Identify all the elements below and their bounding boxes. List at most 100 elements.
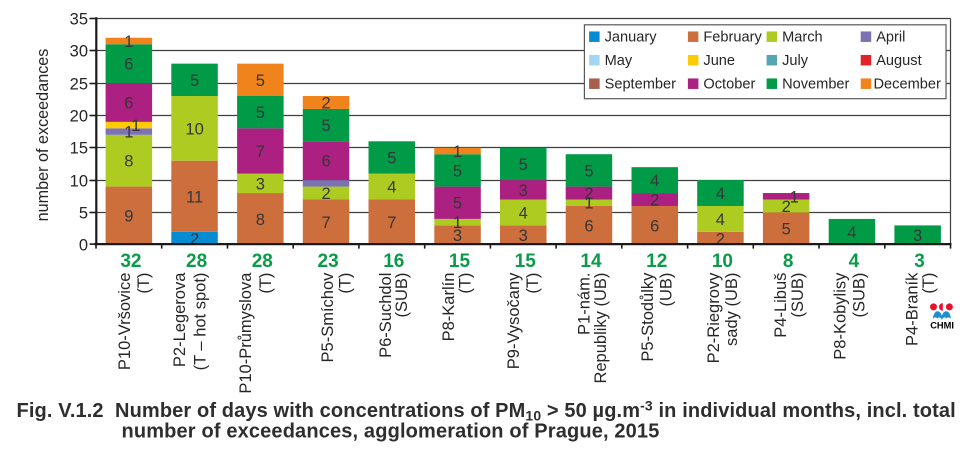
svg-text:2: 2 <box>322 95 331 113</box>
svg-text:(T): (T) <box>135 273 153 294</box>
svg-text:6: 6 <box>124 95 133 113</box>
svg-text:14: 14 <box>580 251 602 272</box>
svg-text:P8-Kobylisy: P8-Kobylisy <box>832 272 850 360</box>
svg-text:5: 5 <box>387 150 396 168</box>
svg-text:(T): (T) <box>336 273 354 294</box>
svg-text:2: 2 <box>322 185 331 203</box>
svg-text:P5-Smíchov: P5-Smíchov <box>319 272 337 363</box>
svg-text:(SUB): (SUB) <box>850 273 868 318</box>
svg-text:6: 6 <box>650 217 659 235</box>
svg-text:2: 2 <box>650 192 659 210</box>
svg-text:Fig. V.1.2 Number of days wit: Fig. V.1.2 Number of days with concentra… <box>17 398 956 424</box>
svg-text:4: 4 <box>849 251 860 272</box>
svg-text:1: 1 <box>453 214 462 232</box>
svg-text:7: 7 <box>256 143 265 161</box>
svg-text:(T – hot spot): (T – hot spot) <box>192 273 210 371</box>
svg-text:10: 10 <box>70 172 88 190</box>
svg-text:1: 1 <box>584 195 593 213</box>
svg-text:20: 20 <box>70 107 88 125</box>
svg-text:(T): (T) <box>257 273 275 294</box>
svg-text:3: 3 <box>453 227 462 245</box>
svg-text:3: 3 <box>913 227 922 245</box>
svg-text:April: April <box>876 30 905 46</box>
svg-text:number of exceedances, agglome: number of exceedances, agglomeration of … <box>122 421 660 443</box>
svg-text:P9-Vysočany: P9-Vysočany <box>505 272 523 369</box>
svg-text:35: 35 <box>70 10 88 28</box>
svg-text:3: 3 <box>519 227 528 245</box>
svg-text:CHMI: CHMI <box>930 320 954 330</box>
svg-text:3: 3 <box>914 251 925 272</box>
svg-text:P2-Riegrovy: P2-Riegrovy <box>705 272 723 364</box>
svg-text:28: 28 <box>252 251 273 272</box>
svg-text:1: 1 <box>124 33 133 51</box>
svg-text:5: 5 <box>782 221 791 239</box>
svg-text:8: 8 <box>783 251 794 272</box>
svg-text:1: 1 <box>124 124 133 142</box>
svg-text:P10-Průmyslova: P10-Průmyslova <box>237 272 255 394</box>
svg-text:2: 2 <box>782 198 791 216</box>
svg-text:5: 5 <box>256 104 265 122</box>
svg-text:1: 1 <box>131 117 140 135</box>
svg-text:Republiky (UB): Republiky (UB) <box>592 273 610 384</box>
svg-text:1: 1 <box>453 143 462 161</box>
svg-text:5: 5 <box>79 204 88 222</box>
svg-text:P8-Karlín: P8-Karlín <box>440 273 458 342</box>
svg-text:5: 5 <box>190 72 199 90</box>
svg-text:December: December <box>874 77 941 93</box>
svg-text:30: 30 <box>70 42 88 60</box>
svg-text:15: 15 <box>449 251 471 272</box>
svg-text:P4-Libuš: P4-Libuš <box>772 273 790 338</box>
svg-text:2: 2 <box>584 185 593 203</box>
svg-text:8: 8 <box>256 211 265 229</box>
svg-text:5: 5 <box>256 72 265 90</box>
svg-text:6: 6 <box>124 56 133 74</box>
svg-text:23: 23 <box>318 251 339 272</box>
svg-text:25: 25 <box>70 75 88 93</box>
svg-text:7: 7 <box>322 214 331 232</box>
svg-text:5: 5 <box>322 117 331 135</box>
svg-text:September: September <box>605 77 677 93</box>
svg-text:4: 4 <box>387 179 396 197</box>
svg-text:4: 4 <box>519 205 528 223</box>
svg-text:(UB): (UB) <box>658 273 676 307</box>
svg-text:March: March <box>782 30 823 46</box>
svg-text:P2-Legerova: P2-Legerova <box>171 272 189 367</box>
svg-text:P10-Vršovice: P10-Vršovice <box>116 273 134 371</box>
svg-text:June: June <box>703 53 735 69</box>
svg-text:July: July <box>782 53 809 69</box>
svg-text:11: 11 <box>186 188 203 206</box>
svg-text:3: 3 <box>256 175 265 193</box>
svg-text:15: 15 <box>515 251 537 272</box>
svg-text:(SUB): (SUB) <box>393 273 411 318</box>
svg-text:P4-Braník: P4-Braník <box>904 272 922 346</box>
svg-text:5: 5 <box>584 162 593 180</box>
svg-text:(T): (T) <box>920 273 938 294</box>
svg-text:28: 28 <box>186 251 207 272</box>
svg-text:6: 6 <box>584 217 593 235</box>
svg-text:4: 4 <box>716 185 725 203</box>
svg-text:32: 32 <box>120 251 141 272</box>
svg-text:November: November <box>782 77 849 93</box>
svg-text:1: 1 <box>790 188 799 206</box>
svg-text:5: 5 <box>453 162 462 180</box>
svg-text:3: 3 <box>519 182 528 200</box>
svg-text:12: 12 <box>646 251 667 272</box>
svg-text:8: 8 <box>124 153 133 171</box>
svg-text:10: 10 <box>185 120 203 138</box>
svg-text:5: 5 <box>453 195 462 213</box>
svg-text:February: February <box>703 30 762 46</box>
svg-text:January: January <box>605 30 658 46</box>
svg-text:16: 16 <box>383 251 404 272</box>
svg-text:4: 4 <box>650 172 659 190</box>
svg-text:6: 6 <box>322 153 331 171</box>
svg-text:P5-Stodůlky: P5-Stodůlky <box>639 272 657 362</box>
svg-text:August: August <box>876 53 921 69</box>
svg-text:4: 4 <box>847 224 856 242</box>
svg-text:2: 2 <box>716 230 725 248</box>
svg-text:May: May <box>605 53 633 69</box>
svg-text:number of exceedances: number of exceedances <box>34 49 52 222</box>
svg-text:P6-Suchdol: P6-Suchdol <box>377 273 395 358</box>
svg-text:P1-nám.: P1-nám. <box>575 273 593 335</box>
svg-text:(SUB): (SUB) <box>789 273 807 318</box>
svg-text:10: 10 <box>712 251 733 272</box>
